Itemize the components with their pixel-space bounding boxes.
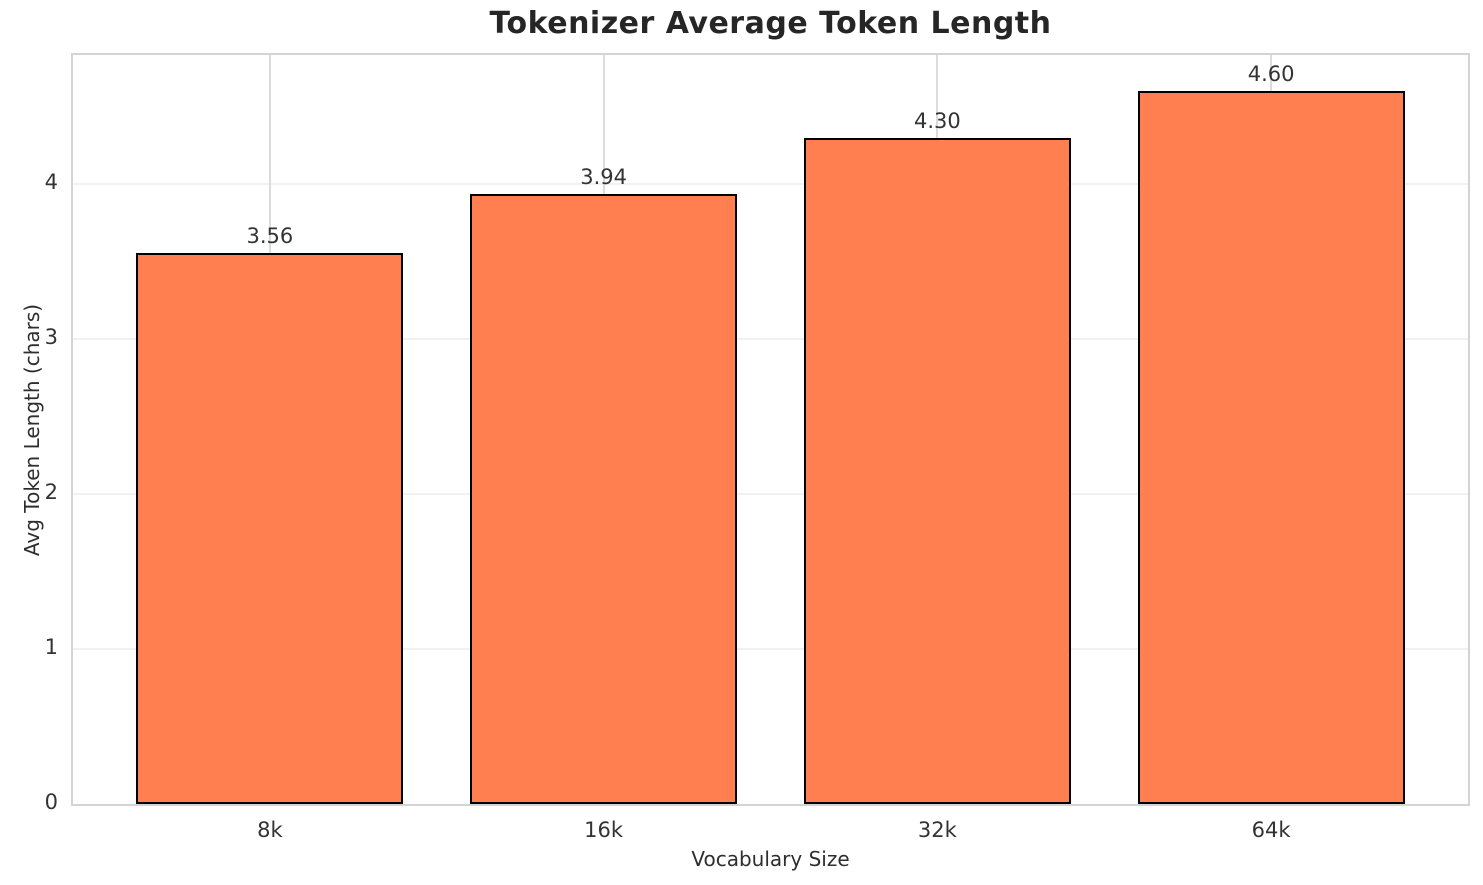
plot-area: 3.56 3.94 4.30 4.60 xyxy=(71,53,1470,806)
x-axis-label: Vocabulary Size xyxy=(691,847,850,871)
bar xyxy=(803,137,1071,804)
bar-value-label: 4.60 xyxy=(1247,62,1295,87)
horizontal-gridline xyxy=(73,183,1468,186)
y-tick-label: 2 xyxy=(44,480,58,505)
x-tick-label: 16k xyxy=(584,818,624,842)
chart-title: Tokenizer Average Token Length xyxy=(489,6,1052,41)
y-tick-label: 0 xyxy=(44,790,58,814)
bar xyxy=(470,193,738,804)
x-tick-label: 8k xyxy=(257,818,283,842)
horizontal-gridline xyxy=(73,338,1468,341)
bar-value-label: 3.56 xyxy=(246,223,294,248)
y-tick-label: 4 xyxy=(44,170,58,195)
bar-value-label: 3.94 xyxy=(580,164,627,189)
horizontal-gridline xyxy=(73,648,1468,651)
y-axis-label: Avg Token Length (chars) xyxy=(20,303,44,557)
bar xyxy=(136,252,404,804)
bar xyxy=(1137,91,1405,804)
x-tick-label: 64k xyxy=(1251,818,1291,842)
x-tick-label: 32k xyxy=(917,818,957,842)
y-tick-label: 3 xyxy=(44,325,58,350)
bar-value-label: 4.30 xyxy=(913,108,961,133)
horizontal-gridline xyxy=(73,493,1468,496)
y-tick-label: 1 xyxy=(44,635,58,660)
